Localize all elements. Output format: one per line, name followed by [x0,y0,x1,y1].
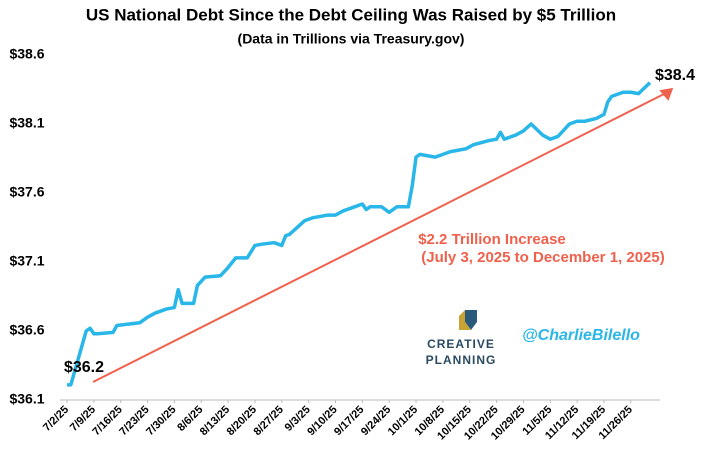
y-tick-label: $36.6 [9,322,44,338]
y-tick-label: $38.1 [9,115,44,131]
chart-subtitle: (Data in Trillions via Treasury.gov) [238,31,465,47]
logo-mark [465,310,477,330]
y-tick-label: $38.6 [9,46,44,62]
logo [459,310,477,330]
logo-text: PLANNING [426,353,497,367]
y-tick-label: $36.1 [9,391,44,407]
logo-mark [459,310,471,330]
x-tick-label: 7/2/25 [41,404,71,434]
trend-arrow [92,92,667,383]
annotation-range: (July 3, 2025 to December 1, 2025) [421,249,664,266]
y-tick-label: $37.6 [9,184,44,200]
x-tick-label: 7/30/25 [144,404,178,438]
logo-text: CREATIVE [427,337,495,351]
start-label: $36.2 [64,359,104,376]
handle: @CharlieBilello [522,327,640,344]
end-label: $38.4 [655,67,695,84]
annotation: $2.2 Trillion Increase [418,231,566,248]
chart-title: US National Debt Since the Debt Ceiling … [86,5,616,24]
y-tick-label: $37.1 [9,253,44,269]
x-tick-label: 8/27/25 [252,404,286,438]
arrow-head [659,87,674,101]
line-series [67,81,652,387]
